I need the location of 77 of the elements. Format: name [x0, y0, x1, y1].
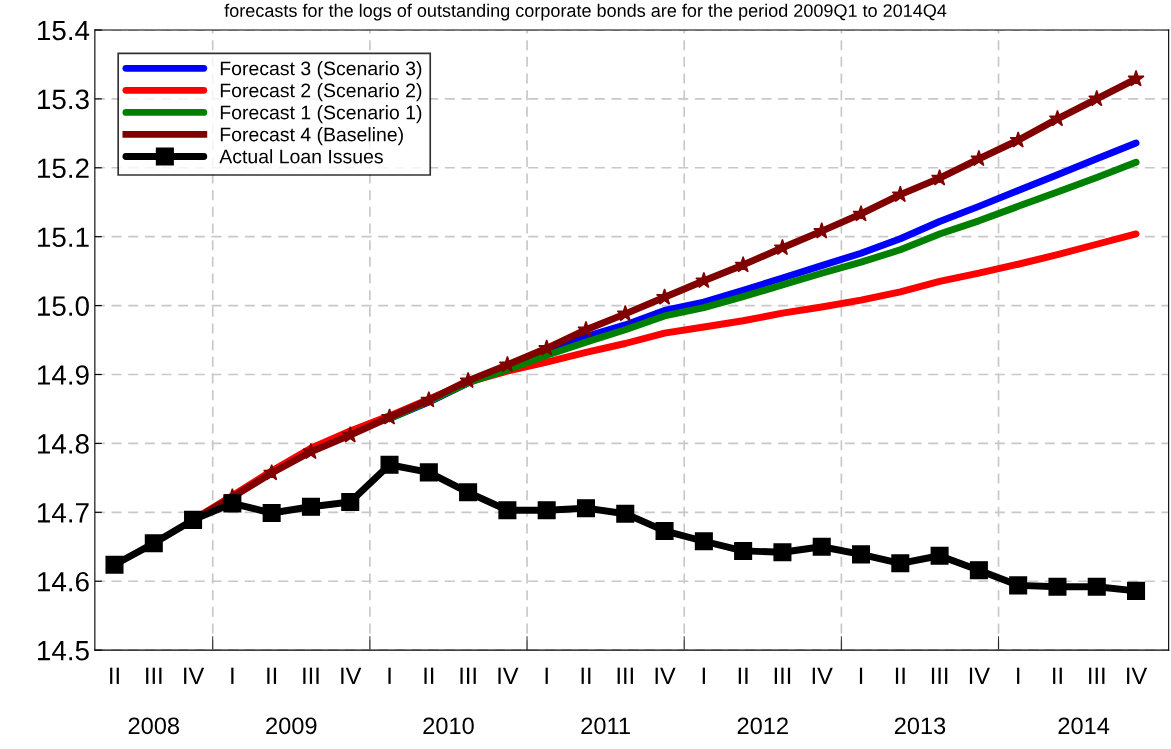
point	[1127, 581, 1146, 600]
x-tick-label: IV	[498, 667, 519, 684]
x-tick-label: IV	[1127, 667, 1148, 684]
x-tick-label: II	[110, 667, 119, 684]
point	[655, 521, 674, 540]
text: 2010	[423, 717, 474, 735]
x-tick-label: I	[231, 667, 234, 684]
x-tick-label: I	[388, 667, 391, 684]
x-tick-label: IV	[341, 667, 362, 684]
y-tick-label: 15.1	[38, 227, 89, 248]
x-tick-label: III	[617, 667, 633, 684]
text: 2008	[128, 717, 180, 735]
text: 2013	[894, 717, 946, 735]
x-tick-label: I	[1017, 667, 1020, 684]
point	[812, 537, 831, 556]
y-tick-label: 14.6	[38, 571, 89, 592]
point	[459, 483, 478, 502]
x-tick-label: II	[581, 667, 591, 684]
y-tick-label: 15.3	[38, 89, 89, 110]
x-tick-label: IV	[969, 667, 990, 684]
x-tick-label: I	[859, 667, 863, 684]
y-tick-label: 15.0	[38, 296, 89, 316]
x-tick-label: III	[460, 667, 476, 684]
legend-label: Forecast 3 (Scenario 3)	[220, 61, 422, 80]
text: 2012	[737, 717, 788, 735]
legend-label: Forecast 4 (Baseline)	[220, 127, 403, 146]
point	[616, 504, 635, 523]
point	[1009, 576, 1028, 595]
point	[223, 494, 242, 513]
point	[498, 501, 517, 520]
point	[694, 532, 713, 551]
text: 2009	[266, 717, 317, 735]
point	[262, 503, 281, 523]
point	[105, 555, 124, 574]
x-tick-label: III	[774, 667, 791, 684]
x-tick-label: II	[267, 667, 277, 684]
point	[576, 499, 596, 518]
x-tick-label: I	[702, 667, 705, 684]
legend-label: Forecast 1 (Scenario 1)	[220, 105, 422, 124]
x-tick-label: II	[895, 667, 905, 684]
x-tick-label: IV	[655, 667, 676, 684]
legend-label: Actual Loan Issues	[219, 149, 383, 164]
text: 2014	[1058, 717, 1110, 735]
x-tick-label: III	[931, 667, 948, 684]
point	[144, 534, 163, 553]
x-tick-label: III	[1089, 667, 1105, 684]
point	[537, 501, 556, 520]
y-tick-label: 15.4	[38, 20, 90, 41]
point	[891, 554, 910, 573]
y-tick-label: 14.9	[38, 365, 89, 385]
x-tick-label: IV	[184, 667, 205, 684]
x-tick-label: III	[146, 667, 162, 684]
point	[773, 543, 792, 562]
point	[734, 541, 753, 560]
point	[419, 463, 438, 482]
y-tick-label: 14.7	[38, 503, 89, 523]
point	[341, 492, 360, 512]
text: 2011	[581, 717, 630, 735]
point	[1127, 69, 1145, 87]
x-tick-label: III	[303, 667, 319, 684]
x-tick-label: II	[1053, 667, 1062, 684]
point	[851, 545, 871, 564]
chart-title: forecasts for the logs of outstanding corporate bonds are for the period 2009Q1 to 2014Q4	[224, 3, 947, 21]
y-tick-label: 14.8	[38, 434, 89, 454]
point	[969, 561, 988, 580]
y-tick-label: 15.2	[38, 158, 89, 179]
x-tick-label: II	[424, 667, 434, 684]
point	[380, 455, 399, 474]
point	[301, 497, 320, 516]
point	[1087, 577, 1106, 596]
x-tick-label: IV	[812, 667, 833, 684]
x-tick-label: I	[545, 667, 548, 684]
point	[1048, 577, 1067, 596]
point	[930, 546, 949, 565]
legend-label: Forecast 2 (Scenario 2)	[220, 83, 422, 102]
y-tick-label: 14.5	[38, 641, 89, 661]
x-tick-label: II	[738, 667, 748, 684]
